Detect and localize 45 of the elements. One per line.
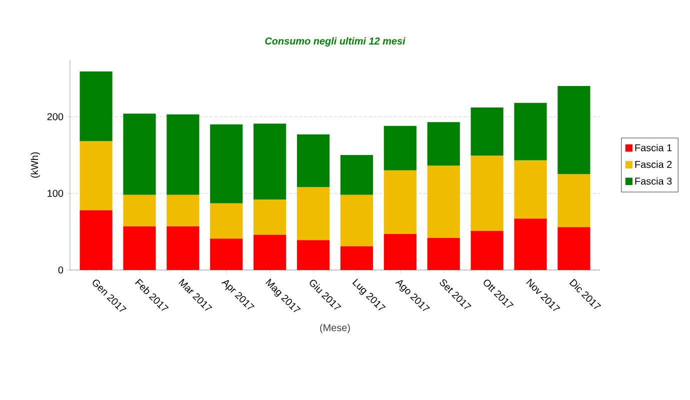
bar [558,227,590,270]
bar [384,126,416,170]
bar [427,122,460,166]
bar [210,203,243,239]
bar [340,155,374,195]
bar [166,114,200,195]
bar [254,234,286,270]
bar [166,226,200,270]
bar [427,166,460,238]
bar [254,124,286,200]
bar [427,238,460,270]
legend-label: Fascia 3 [635,177,672,185]
bar [470,108,504,156]
bar [470,156,504,231]
bar [514,218,547,270]
y-tick-label: 0 [58,266,64,274]
y-tick-label: 100 [48,190,64,197]
bar [80,210,112,270]
bar [210,124,243,204]
bar [384,234,416,270]
bar [123,114,156,195]
bar [558,174,590,228]
bar [514,102,547,160]
bar [80,71,112,142]
y-axis-title: (kWh) [30,152,40,178]
bar [470,230,504,270]
bar [80,141,112,210]
chart-title: Consumo negli ultimi 12 mesi [265,37,406,47]
bar [514,160,547,219]
y-tick-label: 200 [47,113,64,120]
bar [296,187,330,240]
bar [296,240,330,270]
legend-label: Fascia 2 [635,160,672,168]
bar [384,170,416,234]
bar [123,194,156,226]
bar [558,86,590,174]
bar [340,246,374,270]
bar [123,226,156,270]
legend-label: Fascia 1 [635,144,672,152]
bar [340,194,374,246]
bar [210,238,243,270]
bar [166,194,200,226]
x-axis-title: (Mese) [320,324,350,334]
bar [254,199,286,235]
bar [296,134,330,188]
